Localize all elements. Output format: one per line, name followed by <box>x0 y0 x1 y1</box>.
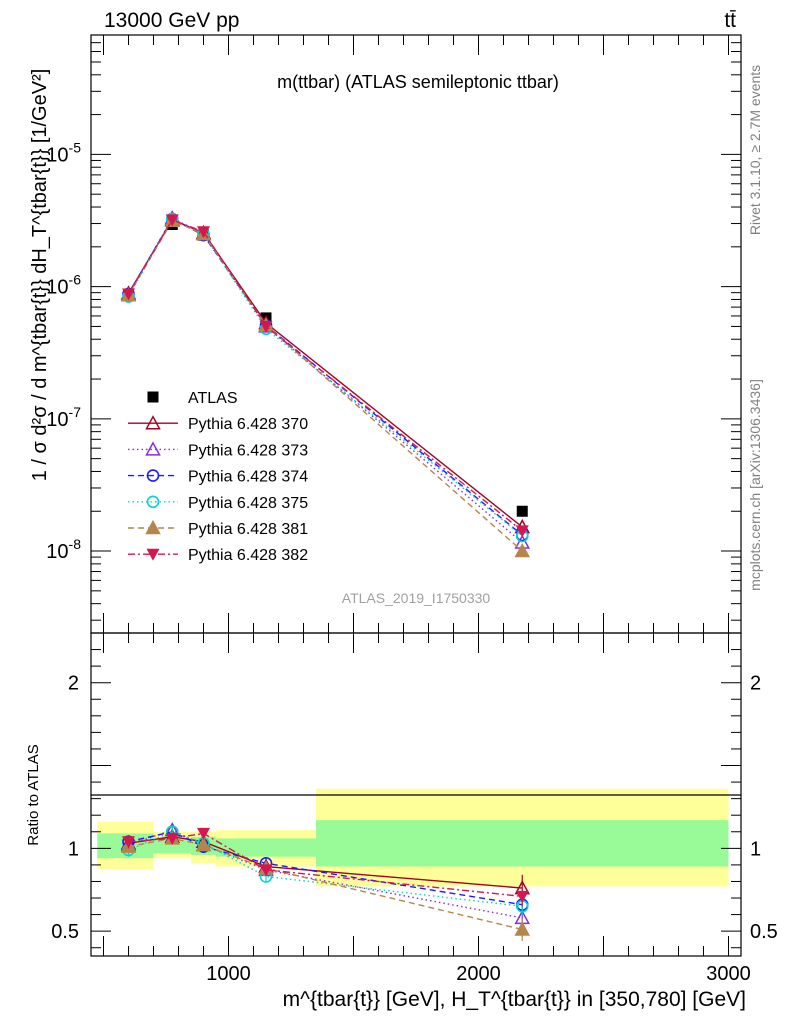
legend-marker <box>146 469 160 482</box>
x-tick-label: 3000 <box>706 963 751 985</box>
main-panel-frame <box>90 34 742 634</box>
ratio-panel-frame <box>90 632 742 957</box>
main-y-tick-label: 10-8 <box>46 536 81 563</box>
main-y-tick-label: 10-7 <box>46 404 81 431</box>
ratio-series-line <box>128 837 523 931</box>
main-y-axis-label-group: 1 / σ d²σ / d m^{tbar{t}} dH_T^{tbar{t}}… <box>29 69 51 482</box>
main-data-point <box>165 214 179 227</box>
ratio-series-line <box>128 831 523 908</box>
legend-entry: Pythia 6.428 370 <box>188 416 308 433</box>
legend-marker <box>146 548 160 561</box>
rivet-label-group: Rivet 3.1.10, ≥ 2.7M events <box>747 65 763 235</box>
legend-entry: Pythia 6.428 373 <box>188 442 308 459</box>
energy-label: 13000 GeV pp <box>104 9 239 32</box>
main-series-0 <box>123 219 528 517</box>
ratio-series-line <box>128 829 523 919</box>
main-title: m(ttbar) (ATLAS semileptonic ttbar) <box>277 72 559 92</box>
x-axis-label: m^{tbar{t}} [GeV], H_T^{tbar{t}} in [350… <box>283 988 746 1011</box>
x-tick-label: 1000 <box>206 963 251 985</box>
main-data-point <box>514 542 531 558</box>
ratio-band-inner <box>153 838 191 854</box>
main-data-point <box>122 288 135 301</box>
ratio-data-point <box>514 921 531 936</box>
process-label: tt̄ <box>724 9 736 32</box>
ratio-y-tick-label-right: 0.5 <box>750 921 778 943</box>
ratio-y-tick-label: 2 <box>68 673 79 695</box>
legend-entry: Pythia 6.428 381 <box>188 521 308 538</box>
ratio-band-inner <box>216 838 316 857</box>
ratio-y-axis-label: Ratio to ATLAS <box>25 744 42 845</box>
legend-entry: Pythia 6.428 374 <box>188 469 308 486</box>
ratio-y-tick-label: 1 <box>68 838 79 860</box>
main-series-5 <box>120 212 531 558</box>
rivet-version-label: Rivet 3.1.10, ≥ 2.7M events <box>747 65 763 235</box>
ratio-band-inner <box>316 820 729 867</box>
legend-marker <box>146 495 160 509</box>
legend-marker <box>145 415 161 430</box>
ratio-uncertainty-bands <box>97 788 729 887</box>
main-series-1 <box>120 211 531 534</box>
main-y-tick-label: 10-5 <box>46 139 81 166</box>
main-data-point <box>516 505 528 517</box>
ratio-panel-ticks: 0.5 0.5 1 1 2 2 1000 2000 3000 <box>51 632 778 985</box>
main-series-6 <box>122 214 529 538</box>
main-panel-data <box>120 209 531 558</box>
ratio-data-point <box>165 832 179 845</box>
ratio-data-point <box>122 836 135 849</box>
main-panel-ticks: 10-8 10-7 10-6 10-5 <box>46 34 741 633</box>
ratio-data-point <box>195 836 212 852</box>
main-y-axis-label: 1 / σ d²σ / d m^{tbar{t}} dH_T^{tbar{t}}… <box>29 69 51 482</box>
ratio-y-axis-label-group: Ratio to ATLAS <box>25 744 42 845</box>
main-data-point <box>515 525 529 538</box>
ratio-y-tick-label: 0.5 <box>51 921 79 943</box>
main-series-line <box>127 218 523 537</box>
main-data-point <box>197 226 210 239</box>
mcplots-label: mcplots.cern.ch [arXiv:1306.3436] <box>747 379 763 591</box>
legend: ATLAS Pythia 6.428 370 Pythia 6.428 373 Pyt… <box>128 390 308 564</box>
ratio-series-5 <box>122 827 529 907</box>
legend-entry: Pythia 6.428 382 <box>188 547 308 564</box>
legend-entry: Pythia 6.428 375 <box>188 495 308 512</box>
ratio-series-line <box>128 831 523 906</box>
main-data-point <box>259 320 273 333</box>
ratio-data-point <box>197 827 210 840</box>
legend-entry: ATLAS <box>188 390 238 407</box>
legend-marker <box>145 441 161 456</box>
ratio-data-point <box>259 864 273 877</box>
main-y-tick-label: 10-6 <box>46 272 81 299</box>
main-series-2 <box>120 209 531 549</box>
ratio-y-tick-label-right: 2 <box>750 673 761 695</box>
legend-marker <box>145 519 161 535</box>
x-tick-label: 2000 <box>456 963 501 985</box>
legend-marker <box>147 391 159 403</box>
analysis-watermark: ATLAS_2019_I1750330 <box>342 590 491 606</box>
ratio-y-tick-label-right: 1 <box>750 838 761 860</box>
ratio-data-point <box>515 890 529 903</box>
ratio-panel-data <box>120 822 531 942</box>
mcplots-label-group: mcplots.cern.ch [arXiv:1306.3436] <box>747 379 763 591</box>
